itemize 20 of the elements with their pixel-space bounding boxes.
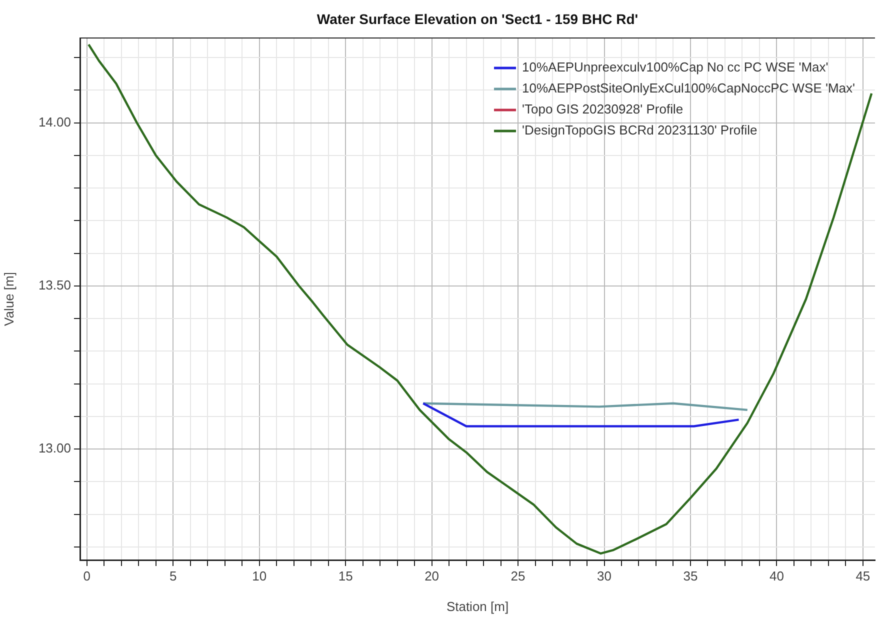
y-tick-label: 13.00 [38, 440, 71, 456]
x-tick-label: 0 [83, 568, 91, 584]
x-tick-label: 5 [170, 568, 177, 584]
x-tick-label: 15 [338, 568, 353, 584]
x-tick-label: 35 [683, 568, 698, 584]
legend-label: 10%AEPPostSiteOnlyExCul100%CapNoccPC WSE 'Max' [522, 80, 856, 96]
x-tick-label: 30 [597, 568, 612, 584]
chart-title: Water Surface Elevation on 'Sect1 - 159 BHC Rd' [316, 10, 638, 27]
legend-label: 10%AEPUnpreexculv100%Cap No cc PC WSE 'Max' [522, 60, 828, 75]
x-tick-label: 45 [856, 568, 870, 584]
x-tick-label: 40 [769, 568, 784, 584]
y-tick-label: 14.00 [38, 114, 71, 130]
legend-label: 'DesignTopoGIS BCRd 20231130' Profile [522, 122, 758, 138]
legend-label: 'Topo GIS 20230928' Profile [522, 102, 684, 117]
y-axis-title: Value [m] [1, 272, 16, 326]
x-tick-label: 10 [252, 568, 267, 584]
x-tick-label: 20 [424, 568, 440, 584]
y-tick-label: 13.50 [38, 278, 71, 293]
x-axis-title: Station [m] [446, 598, 509, 614]
x-tick-label: 25 [510, 568, 526, 584]
